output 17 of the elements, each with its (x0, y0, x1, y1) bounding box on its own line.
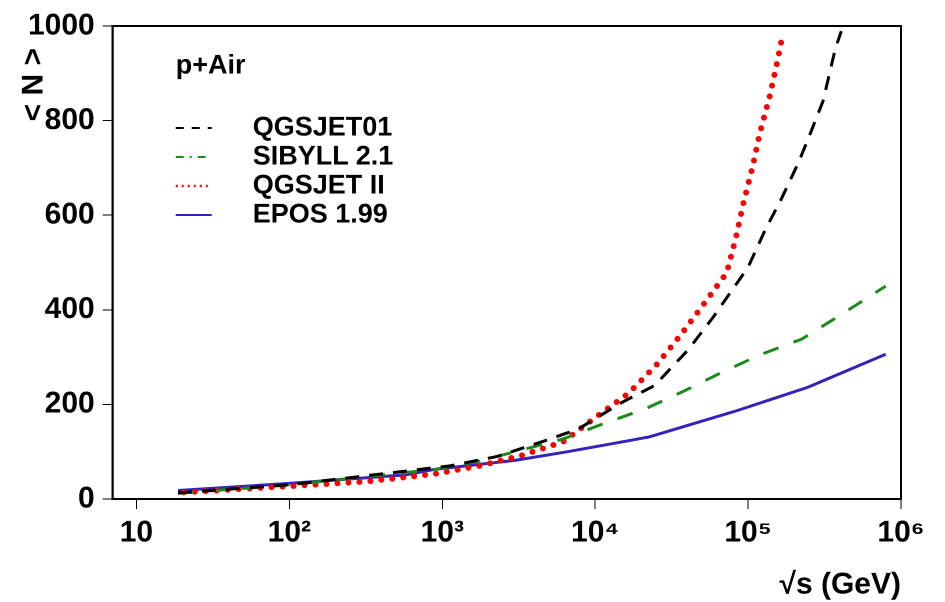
y-tick-label: 600 (44, 197, 95, 230)
x-tick-label: 10⁴ (571, 515, 620, 548)
y-tick-label: 200 (44, 386, 95, 420)
legend-label: QGSJET01 (252, 111, 392, 142)
x-tick-label: 10² (268, 515, 312, 548)
legend-label: EPOS 1.99 (252, 198, 388, 228)
y-tick-label: 400 (44, 292, 95, 326)
legend-label: SIBYLL 2.1 (252, 140, 394, 170)
legend-label: QGSJET II (252, 169, 385, 200)
x-tick-label: 10⁵ (724, 515, 772, 548)
x-tick-label: 10 (120, 515, 154, 548)
x-tick-label: 10⁶ (877, 515, 925, 548)
x-tick-label: 10³ (420, 515, 464, 548)
legend-title: p+Air (176, 49, 246, 80)
y-tick-label: 0 (78, 481, 95, 514)
y-tick-label: 1000 (28, 8, 95, 42)
x-axis-title: √s (GeV) (780, 567, 901, 600)
